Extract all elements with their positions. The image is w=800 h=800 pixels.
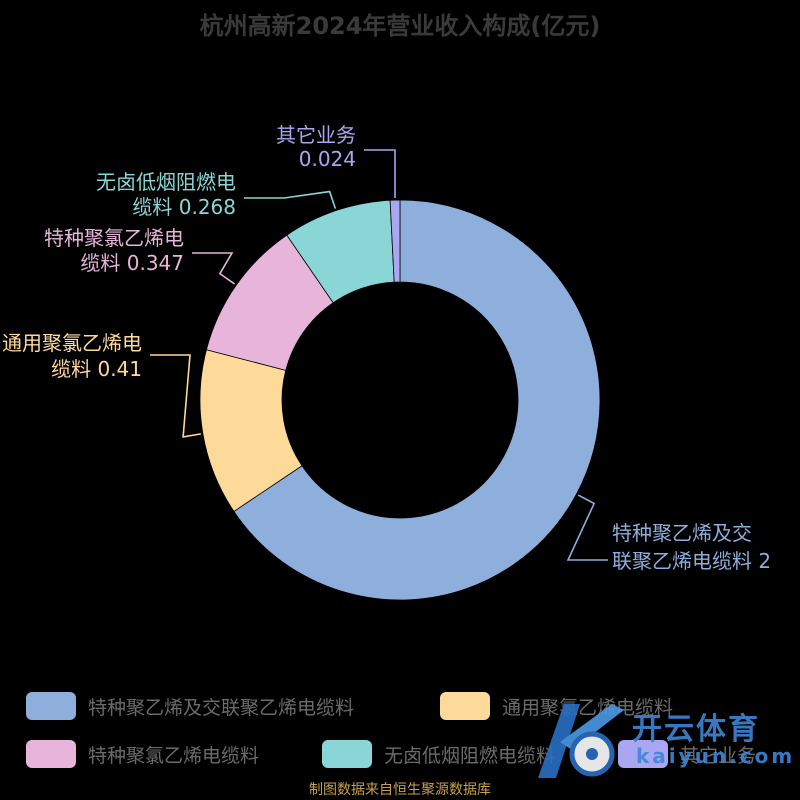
slice-label-0-line2: 联聚乙烯电缆料 2 xyxy=(612,549,771,573)
legend-label-1: 通用聚氯乙烯电缆料 xyxy=(502,696,674,719)
watermark-domain: kaiyun.com xyxy=(636,744,796,768)
leader-line-4 xyxy=(364,149,396,199)
pie-slice-0 xyxy=(233,199,601,601)
legend-item-1[interactable]: 通用聚氯乙烯电缆料 xyxy=(440,692,673,720)
legend-swatch-2 xyxy=(26,740,76,768)
slice-label-2-line1: 特种聚氯乙烯电 xyxy=(44,226,184,250)
legend-label-2: 特种聚氯乙烯电缆料 xyxy=(88,744,260,767)
leader-line-3 xyxy=(244,190,337,209)
slice-label-3-line2: 缆料 0.268 xyxy=(132,195,236,219)
legend-label-4: 其它业务 xyxy=(680,744,757,767)
legend-label-0: 特种聚乙烯及交联聚乙烯电缆料 xyxy=(88,696,355,719)
legend-swatch-0 xyxy=(26,692,76,720)
watermark-brand: 开云体育 xyxy=(632,712,760,747)
watermark-k-icon xyxy=(538,704,624,778)
legend-item-3[interactable]: 无卤低烟阻燃电缆料 xyxy=(322,740,555,768)
pie-slice-4 xyxy=(389,199,401,283)
legend-item-2[interactable]: 特种聚氯乙烯电缆料 xyxy=(26,740,259,768)
legend-swatch-3 xyxy=(322,740,372,768)
legend-label-3: 无卤低烟阻燃电缆料 xyxy=(384,744,556,767)
legend-swatch-4 xyxy=(618,740,668,768)
slice-label-3-line1: 无卤低烟阻燃电 xyxy=(96,170,236,194)
slice-label-1-line2: 缆料 0.41 xyxy=(51,357,142,381)
slice-label-0-line1: 特种聚乙烯及交 xyxy=(612,521,752,545)
legend-item-4[interactable]: 其它业务 xyxy=(618,740,756,768)
legend-swatch-1 xyxy=(440,692,490,720)
legend: 特种聚乙烯及交联聚乙烯电缆料 通用聚氯乙烯电缆料特种聚氯乙烯电缆料 无卤低烟阻燃电缆… xyxy=(0,680,800,770)
leader-line-2 xyxy=(192,252,236,285)
leader-line-0 xyxy=(566,494,608,561)
slice-label-4-line2: 0.024 xyxy=(299,147,356,171)
slice-label-1-line1: 通用聚氯乙烯电 xyxy=(2,331,142,355)
leader-line-1 xyxy=(150,354,201,438)
legend-item-0[interactable]: 特种聚乙烯及交联聚乙烯电缆料 xyxy=(26,692,354,720)
chart-title: 杭州高新2024年营业收入构成(亿元) xyxy=(199,12,601,40)
slice-label-2-line2: 缆料 0.347 xyxy=(80,251,184,275)
slice-label-4-line1: 其它业务 xyxy=(276,123,356,147)
watermark-logo: 开云体育 kaiyun.com xyxy=(520,690,800,790)
data-source-note: 制图数据来自恒生聚源数据库 xyxy=(309,782,491,798)
